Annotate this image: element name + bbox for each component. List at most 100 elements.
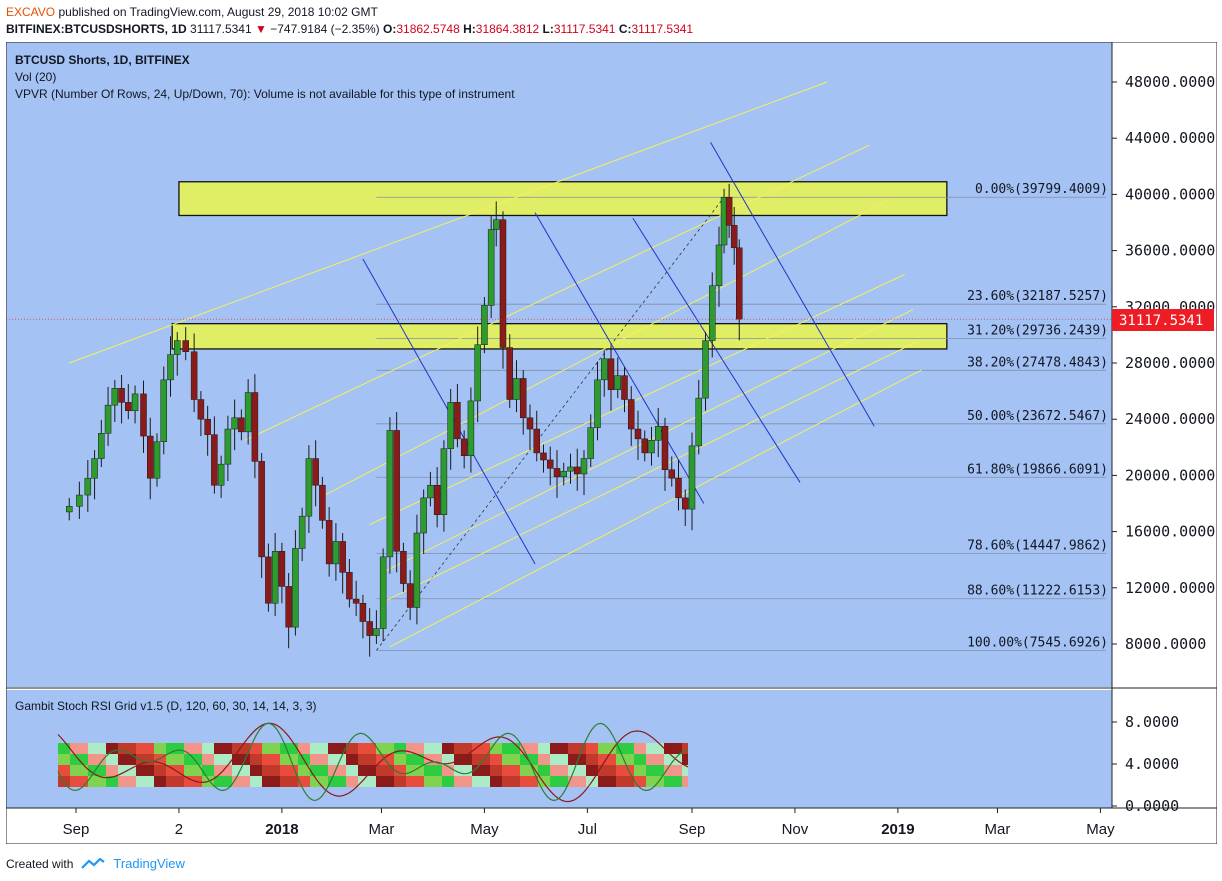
fib-level-label: 23.60%(32187.5257)	[967, 289, 1108, 304]
oscillator-grid-cell	[460, 754, 466, 765]
oscillator-grid-cell	[160, 743, 166, 754]
fib-level-label: 78.60%(14447.9862)	[967, 538, 1108, 553]
oscillator-grid-cell	[298, 743, 304, 754]
oscillator-grid-cell	[466, 754, 472, 765]
candle-body	[373, 628, 380, 636]
oscillator-grid-cell	[250, 776, 256, 787]
candle-body	[567, 466, 574, 472]
oscillator-grid-cell	[412, 743, 418, 754]
oscillator-grid-cell	[580, 765, 586, 776]
candle-body	[339, 541, 346, 573]
oscillator-grid-cell	[640, 754, 646, 765]
candle-body	[224, 428, 232, 465]
candle-body	[98, 433, 105, 459]
oscillator-grid-cell	[250, 754, 256, 765]
oscillator-grid-cell	[256, 743, 262, 754]
oscillator-grid-cell	[622, 754, 628, 765]
oscillator-grid-cell	[574, 754, 580, 765]
oscillator-grid-cell	[334, 765, 340, 776]
candle-body	[467, 400, 475, 456]
oscillator-grid-cell	[202, 765, 208, 776]
oscillator-grid-cell	[130, 765, 136, 776]
oscillator-grid-cell	[616, 754, 622, 765]
symbol-name: BITFINEX:BTCUSDSHORTS, 1D	[6, 22, 187, 36]
author-name[interactable]: EXCAVO	[6, 5, 56, 19]
oscillator-grid-cell	[76, 743, 82, 754]
candle-body	[506, 347, 513, 400]
oscillator-grid-cell	[232, 743, 238, 754]
oscillator-grid-cell	[292, 754, 298, 765]
oscillator-grid-cell	[502, 754, 508, 765]
tradingview-brand[interactable]: TradingView	[113, 856, 185, 871]
oscillator-grid-cell	[232, 754, 238, 765]
channel-line-yellow	[244, 144, 870, 441]
oscillator-grid-cell	[628, 776, 634, 787]
legend-title: BTCUSD Shorts, 1D, BITFINEX	[15, 53, 190, 67]
oscillator-grid-cell	[634, 776, 640, 787]
price-tick-label: 12000.0000	[1125, 579, 1215, 597]
oscillator-grid-cell	[586, 776, 592, 787]
oscillator-grid-cell	[82, 765, 88, 776]
oscillator-grid-cell	[634, 765, 640, 776]
price-tick-label: 28000.0000	[1125, 354, 1215, 372]
oscillator-grid-cell	[136, 743, 142, 754]
oscillator-grid-cell	[250, 765, 256, 776]
oscillator-grid-cell	[622, 743, 628, 754]
time-tick-label: 2019	[881, 821, 914, 838]
fib-level-label: 61.80%(19866.6091)	[967, 462, 1108, 477]
oscillator-grid-cell	[244, 765, 250, 776]
oscillator-grid-cell	[568, 765, 574, 776]
oscillator-grid-cell	[268, 754, 274, 765]
oscillator-grid-cell	[682, 743, 688, 754]
oscillator-grid-cell	[184, 765, 190, 776]
oscillator-grid-cell	[244, 743, 250, 754]
candle-body	[211, 434, 218, 486]
oscillator-grid-cell	[448, 743, 454, 754]
low-value: 31117.5341	[553, 22, 616, 36]
oscillator-grid-cell	[424, 743, 430, 754]
oscillator-grid-cell	[646, 743, 652, 754]
oscillator-grid-cell	[88, 776, 94, 787]
oscillator-grid-cell	[304, 776, 310, 787]
candle-body	[153, 441, 161, 479]
oscillator-grid-cell	[118, 754, 124, 765]
oscillator-grid-cell	[328, 765, 334, 776]
oscillator-grid-cell	[292, 776, 298, 787]
oscillator-grid-cell	[280, 754, 286, 765]
oscillator-grid-cell	[352, 743, 358, 754]
oscillator-grid-cell	[478, 743, 484, 754]
oscillator-grid-cell	[148, 754, 154, 765]
oscillator-grid-cell	[274, 765, 280, 776]
candle-body	[580, 458, 588, 475]
oscillator-grid-cell	[640, 743, 646, 754]
oscillator-grid-cell	[64, 776, 70, 787]
oscillator-grid-cell	[208, 765, 214, 776]
oscillator-grid-cell	[154, 776, 160, 787]
oscillator-grid-cell	[196, 776, 202, 787]
price-chart[interactable]: 0.00%(39799.4009) 23.60%(32187.5257) 31.20…	[5, 41, 1218, 845]
oscillator-grid-cell	[652, 776, 658, 787]
candle-body	[91, 458, 98, 479]
oscillator-grid-cell	[322, 754, 328, 765]
oscillator-grid-cell	[238, 765, 244, 776]
candle-body	[65, 506, 73, 513]
oscillator-grid-cell	[346, 765, 352, 776]
oscillator-grid-cell	[226, 754, 232, 765]
oscillator-grid-cell	[484, 754, 490, 765]
oscillator-grid-cell	[490, 765, 496, 776]
oscillator-grid-cell	[670, 743, 676, 754]
oscillator-grid-cell	[484, 765, 490, 776]
oscillator-grid-cell	[478, 776, 484, 787]
high-label: H:	[463, 22, 476, 36]
oscillator-grid-cell	[670, 765, 676, 776]
tradingview-logo-icon[interactable]	[81, 857, 106, 870]
oscillator-grid-cell	[106, 776, 112, 787]
candle-body	[332, 541, 340, 565]
oscillator-grid-cell	[502, 743, 508, 754]
candle-body	[386, 430, 394, 558]
oscillator-grid-cell	[664, 754, 670, 765]
oscillator-grid-cell	[394, 754, 400, 765]
oscillator-grid-cell	[436, 754, 442, 765]
oscillator-grid-cell	[190, 776, 196, 787]
oscillator-grid-cell	[82, 743, 88, 754]
